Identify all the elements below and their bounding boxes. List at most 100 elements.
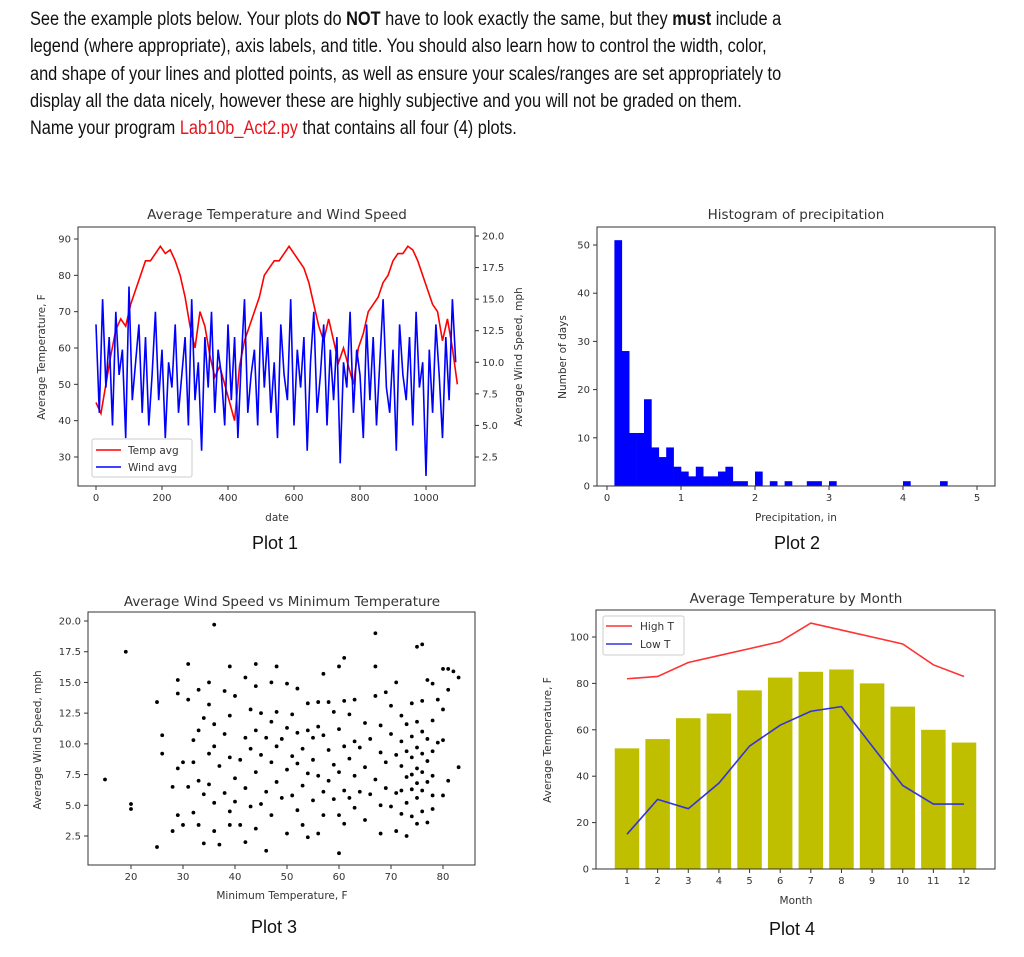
legend-label: Temp avg bbox=[127, 445, 179, 457]
scatter-point bbox=[274, 780, 279, 784]
scatter-point bbox=[316, 700, 321, 704]
scatter-point bbox=[383, 760, 388, 765]
scatter-point bbox=[415, 781, 419, 786]
scatter-point bbox=[357, 789, 362, 794]
y-tick-label: 17.5 bbox=[59, 647, 81, 658]
x-tick-label: 6 bbox=[777, 876, 783, 887]
y-tick-label: 70 bbox=[58, 307, 71, 318]
y-tick-label: 50 bbox=[58, 380, 71, 391]
histogram-bar bbox=[651, 447, 660, 486]
scatter-point bbox=[342, 788, 347, 793]
scatter-point bbox=[201, 792, 206, 797]
scatter-point bbox=[435, 697, 440, 702]
scatter-point bbox=[290, 712, 295, 717]
histogram-bar bbox=[658, 457, 667, 486]
scatter-point bbox=[337, 813, 341, 818]
x-tick-label: 400 bbox=[218, 493, 237, 504]
emphasis-text: NOT bbox=[346, 9, 381, 30]
scatter-point bbox=[441, 707, 445, 712]
plot-4-caption: Plot 4 bbox=[768, 919, 816, 939]
scatter-point bbox=[347, 796, 352, 800]
scatter-point bbox=[363, 765, 367, 770]
scatter-point bbox=[212, 800, 217, 805]
scatter-point bbox=[264, 848, 269, 853]
scatter-point bbox=[285, 767, 289, 772]
scatter-point bbox=[425, 820, 430, 825]
x-tick-label: 5 bbox=[746, 876, 752, 887]
scatter-point bbox=[420, 788, 425, 793]
scatter-point bbox=[326, 748, 331, 752]
scatter-point bbox=[394, 791, 399, 795]
scatter-point bbox=[425, 759, 430, 763]
x-tick-label: 2 bbox=[654, 876, 660, 887]
program-filename: Lab10b_Act2.py bbox=[179, 118, 298, 140]
x-tick-label: 70 bbox=[385, 872, 398, 883]
scatter-point bbox=[394, 680, 399, 685]
scatter-point bbox=[238, 757, 243, 762]
scatter-point bbox=[274, 710, 279, 714]
scatter-point bbox=[212, 744, 217, 749]
scatter-point bbox=[253, 662, 258, 666]
scatter-point bbox=[207, 702, 211, 707]
legend bbox=[602, 615, 685, 656]
histogram-bar bbox=[903, 481, 911, 486]
y-tick-label: 10.0 bbox=[59, 739, 81, 750]
scatter-point bbox=[352, 773, 357, 778]
x-tick-label: 50 bbox=[281, 872, 294, 883]
legend-label: Low T bbox=[640, 639, 671, 651]
scatter-point bbox=[368, 737, 373, 741]
x-tick-label: 8 bbox=[838, 876, 844, 887]
scatter-point bbox=[269, 719, 274, 724]
x-tick-label: 3 bbox=[685, 876, 691, 887]
scatter-point bbox=[420, 642, 425, 647]
scatter-point bbox=[207, 782, 211, 787]
histogram-bar bbox=[806, 481, 815, 486]
y-tick-label: 7.5 bbox=[65, 770, 81, 781]
instruction-line: See the example plots below. Your plots … bbox=[30, 6, 976, 33]
x-tick-label: 80 bbox=[437, 872, 450, 883]
scatter-point bbox=[321, 733, 326, 738]
scatter-point bbox=[259, 802, 263, 806]
scatter-point bbox=[160, 751, 165, 756]
scatter-point bbox=[430, 718, 435, 723]
text-segment: include a bbox=[711, 9, 782, 30]
plot-area bbox=[95, 244, 459, 476]
scatter-point bbox=[321, 813, 326, 818]
y-axis-label: Number of days bbox=[557, 315, 569, 399]
scatter-point bbox=[227, 664, 232, 669]
y-tick-label: 12.5 bbox=[59, 709, 81, 720]
scatter-point bbox=[285, 725, 289, 730]
scatter-point bbox=[399, 764, 404, 768]
scatter-point bbox=[430, 749, 435, 754]
scatter-point bbox=[274, 744, 279, 749]
x-tick-label: 4 bbox=[716, 876, 722, 887]
scatter-point bbox=[295, 761, 300, 766]
scatter-point bbox=[446, 687, 451, 692]
y-tick-label: 40 bbox=[577, 289, 590, 300]
y-tick-label: 20.0 bbox=[482, 232, 504, 243]
scatter-point bbox=[295, 808, 300, 813]
scatter-point bbox=[279, 737, 284, 741]
scatter-point bbox=[404, 775, 409, 779]
month-bar bbox=[645, 739, 670, 869]
scatter-point bbox=[196, 728, 201, 733]
scatter-point bbox=[233, 694, 237, 698]
text-segment: See the example plots below. Your plots … bbox=[30, 9, 347, 30]
scatter-point bbox=[222, 732, 227, 736]
scatter-point bbox=[155, 845, 159, 849]
chart-title: Average Temperature by Month bbox=[690, 591, 903, 607]
scatter-point bbox=[352, 697, 357, 702]
scatter-point bbox=[389, 703, 393, 708]
y-tick-label: 90 bbox=[58, 235, 71, 246]
scatter-point bbox=[305, 728, 310, 733]
scatter-point bbox=[316, 773, 321, 778]
y-tick-label: 17.5 bbox=[482, 263, 504, 274]
scatter-point bbox=[300, 823, 305, 827]
histogram-bar bbox=[725, 466, 734, 486]
scatter-point bbox=[347, 756, 352, 761]
y-right-axis-label: Average Wind Speed, mph bbox=[513, 287, 525, 426]
x-tick-label: 20 bbox=[125, 872, 138, 883]
scatter-point bbox=[409, 701, 414, 706]
scatter-point bbox=[420, 698, 425, 703]
